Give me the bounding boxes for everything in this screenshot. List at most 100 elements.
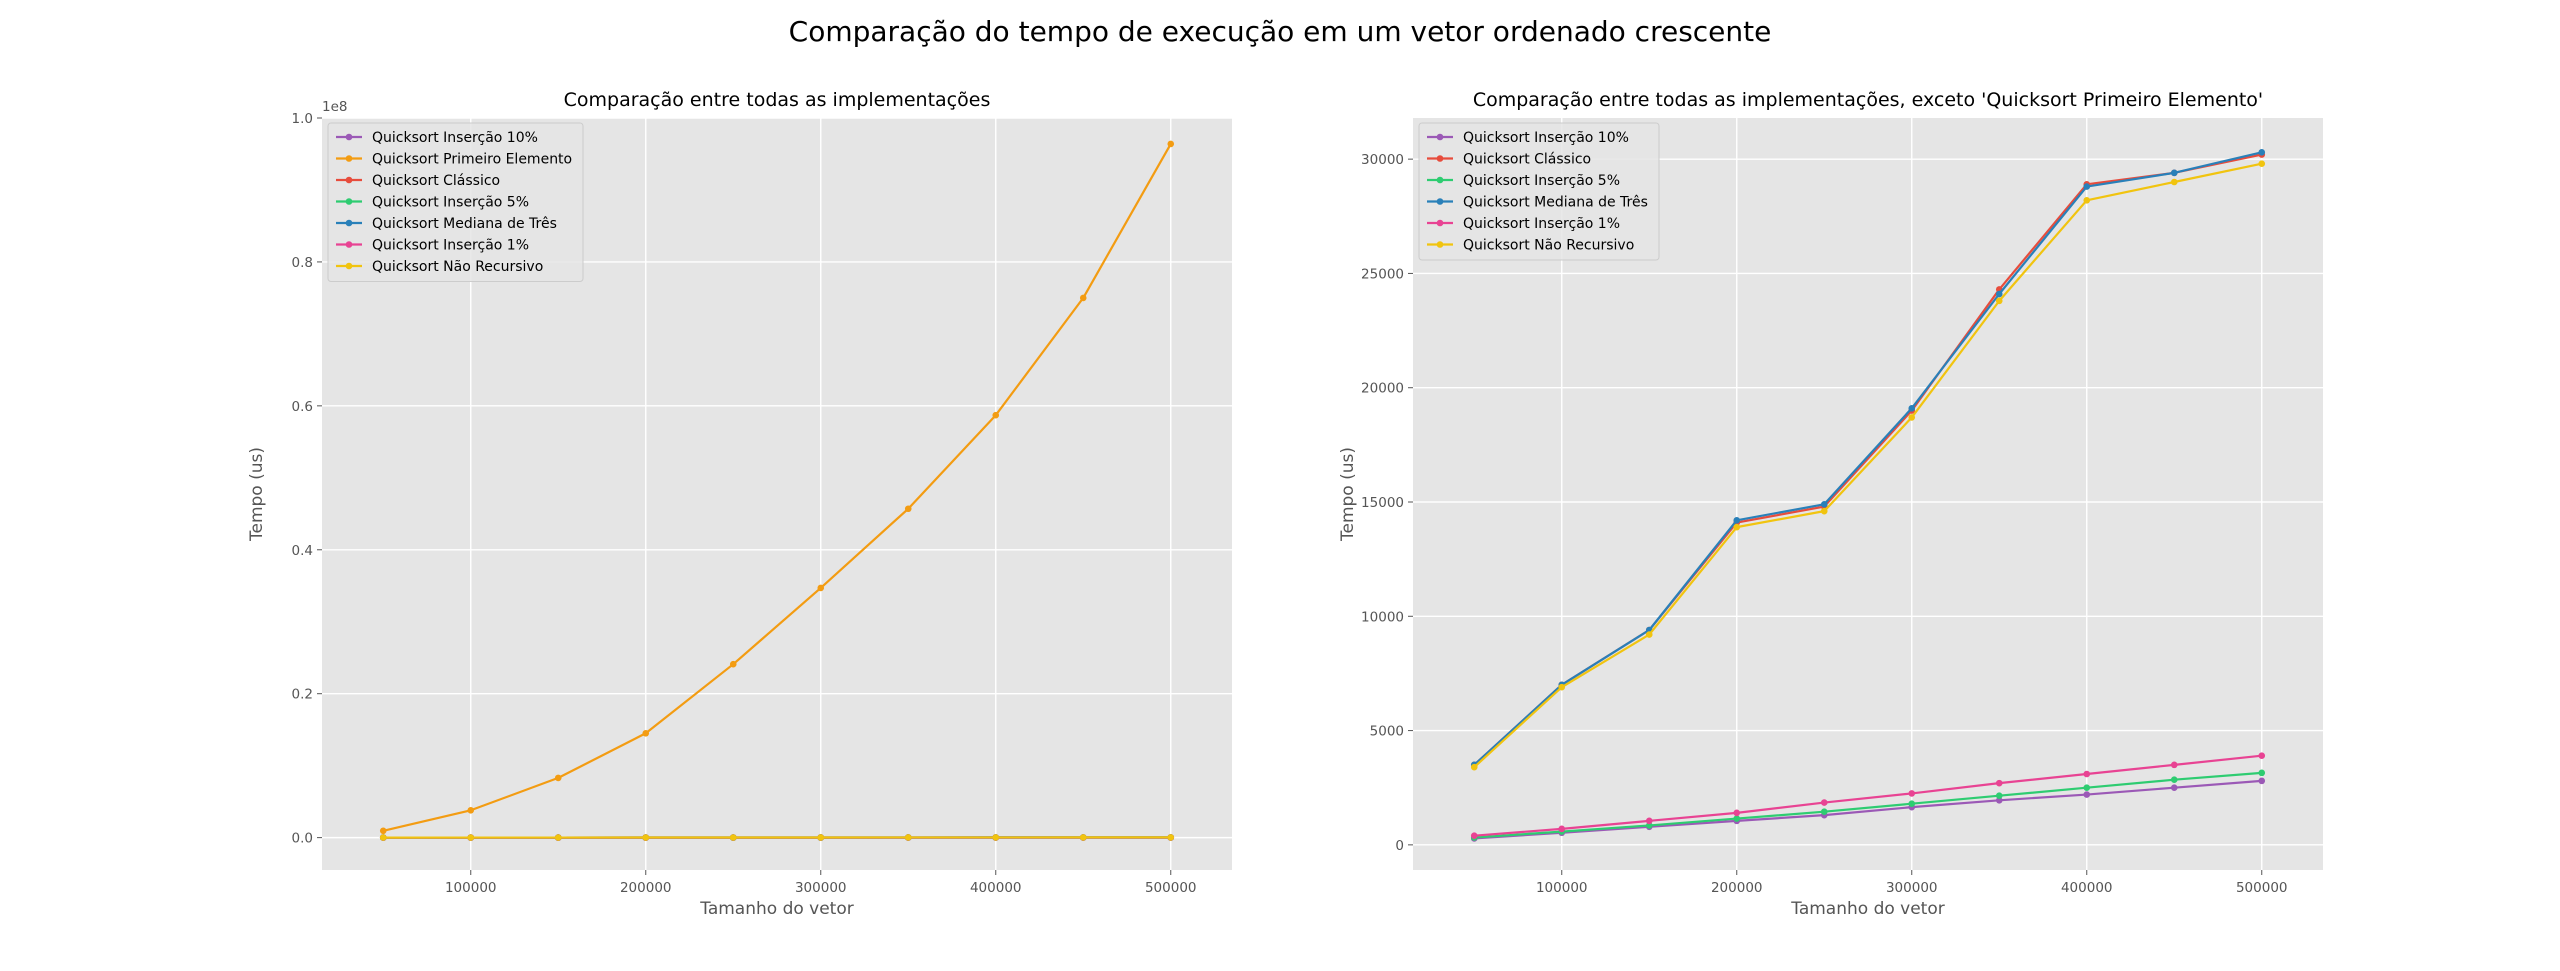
x-tick-label: 300000 xyxy=(1886,880,1938,896)
data-point-quicksort-insercao-5 xyxy=(1995,792,2003,800)
legend-label-quicksort-nao-recursivo: Quicksort Não Recursivo xyxy=(372,259,543,275)
y-tick-label: 0.6 xyxy=(292,399,313,415)
y-tick-label: 0.8 xyxy=(292,255,313,271)
data-point-quicksort-mediana-de-tres xyxy=(1995,290,2003,298)
data-point-quicksort-nao-recursivo xyxy=(1079,834,1087,841)
y-tick-label: 0.0 xyxy=(292,831,313,847)
data-point-quicksort-mediana-de-tres xyxy=(1820,500,1828,508)
data-point-quicksort-nao-recursivo xyxy=(817,834,825,841)
data-point-quicksort-insercao-1 xyxy=(1733,809,1741,817)
data-point-quicksort-nao-recursivo xyxy=(379,834,387,841)
data-point-quicksort-nao-recursivo xyxy=(1470,763,1478,771)
data-point-quicksort-nao-recursivo xyxy=(1558,683,1566,691)
data-point-quicksort-insercao-5 xyxy=(2083,784,2091,792)
data-point-quicksort-insercao-1 xyxy=(1645,817,1653,825)
legend-label-quicksort-primeiro-elemento: Quicksort Primeiro Elemento xyxy=(372,152,572,168)
data-point-quicksort-insercao-1 xyxy=(2170,761,2178,769)
data-point-quicksort-insercao-10 xyxy=(2170,784,2178,792)
legend-label-quicksort-insercao-5: Quicksort Inserção 5% xyxy=(372,195,529,211)
data-point-quicksort-insercao-5 xyxy=(1820,808,1828,816)
data-point-quicksort-insercao-10 xyxy=(2258,777,2266,785)
y-tick-label: 0.4 xyxy=(292,543,313,559)
data-point-quicksort-nao-recursivo xyxy=(729,834,737,841)
legend-label-quicksort-insercao-1: Quicksort Inserção 1% xyxy=(372,238,529,254)
legend-label-quicksort-classico: Quicksort Clássico xyxy=(372,173,500,189)
data-point-quicksort-nao-recursivo xyxy=(992,834,1000,841)
data-point-quicksort-nao-recursivo xyxy=(2170,178,2178,186)
legend-marker-quicksort-nao-recursivo xyxy=(1436,241,1444,248)
legend-marker-quicksort-insercao-1 xyxy=(1436,219,1444,227)
data-point-quicksort-nao-recursivo xyxy=(1733,523,1741,531)
data-point-quicksort-primeiro-elemento xyxy=(904,505,912,513)
legend xyxy=(1418,122,1660,261)
y-tick-label: 10000 xyxy=(1361,609,1404,625)
y-tick-label: 1.0 xyxy=(292,111,313,127)
legend-marker-quicksort-insercao-10 xyxy=(1436,133,1444,141)
legend-label-quicksort-insercao-5: Quicksort Inserção 5% xyxy=(1463,173,1620,189)
data-point-quicksort-insercao-1 xyxy=(1820,799,1828,806)
x-tick-label: 100000 xyxy=(1536,880,1588,896)
legend-marker-quicksort-mediana-de-tres xyxy=(1436,198,1444,205)
x-tick-label: 500000 xyxy=(1145,880,1197,896)
legend-marker-quicksort-mediana-de-tres xyxy=(345,219,353,227)
data-point-quicksort-insercao-10 xyxy=(1995,796,2003,804)
chart-title: Comparação entre todas as implementações… xyxy=(1473,89,2263,111)
y-tick-label: 0 xyxy=(1395,838,1404,854)
data-point-quicksort-insercao-1 xyxy=(2258,752,2266,760)
legend-label-quicksort-classico: Quicksort Clássico xyxy=(1463,152,1591,168)
legend-label-quicksort-insercao-1: Quicksort Inserção 1% xyxy=(1463,216,1620,232)
data-point-quicksort-primeiro-elemento xyxy=(379,827,387,835)
data-point-quicksort-primeiro-elemento xyxy=(554,774,562,782)
legend-marker-quicksort-classico xyxy=(345,176,353,184)
y-axis-label: Tempo (us) xyxy=(247,447,267,542)
data-point-quicksort-insercao-5 xyxy=(2170,776,2178,784)
data-point-quicksort-insercao-10 xyxy=(2083,791,2091,798)
legend-label-quicksort-insercao-10: Quicksort Inserção 10% xyxy=(1463,130,1629,146)
series-line-quicksort-mediana-de-tres xyxy=(1473,151,2263,766)
y-tick-label: 15000 xyxy=(1361,495,1404,511)
legend-marker-quicksort-classico xyxy=(1436,155,1444,162)
data-point-quicksort-mediana-de-tres xyxy=(1908,404,1916,412)
data-point-quicksort-nao-recursivo xyxy=(642,834,650,841)
figure-title: Comparação do tempo de execução em um ve… xyxy=(789,15,1772,48)
data-point-quicksort-primeiro-elemento xyxy=(1079,294,1087,302)
legend-marker-quicksort-insercao-5 xyxy=(1436,176,1444,184)
data-point-quicksort-primeiro-elemento xyxy=(729,660,737,668)
data-point-quicksort-insercao-1 xyxy=(1558,825,1566,833)
data-point-quicksort-insercao-1 xyxy=(2083,770,2091,778)
series-line-quicksort-insercao-5 xyxy=(1474,771,2262,839)
data-point-quicksort-insercao-5 xyxy=(1908,800,1916,808)
x-tick-label: 200000 xyxy=(620,880,672,896)
data-point-quicksort-nao-recursivo xyxy=(467,834,475,841)
data-point-quicksort-nao-recursivo xyxy=(2083,196,2091,204)
legend-label-quicksort-mediana-de-tres: Quicksort Mediana de Três xyxy=(372,216,557,232)
chart-without-first-element: 100000 200000 300000 400000 500000 0 5000 10000… xyxy=(1338,89,2323,919)
y-tick-label: 5000 xyxy=(1370,724,1404,740)
legend-label-quicksort-mediana-de-tres: Quicksort Mediana de Três xyxy=(1463,195,1648,211)
legend-marker-quicksort-primeiro-elemento xyxy=(345,155,353,162)
data-point-quicksort-insercao-1 xyxy=(1995,779,2003,787)
legend-marker-quicksort-nao-recursivo xyxy=(345,262,353,270)
x-tick-label: 500000 xyxy=(2236,880,2288,896)
x-tick-label: 400000 xyxy=(970,880,1022,896)
legend xyxy=(327,122,584,282)
series-line-quicksort-nao-recursivo xyxy=(1473,162,2262,768)
y-axis-label: Tempo (us) xyxy=(1338,447,1358,542)
series-line-quicksort-insercao-1 xyxy=(1474,754,2262,837)
chart-all-implementations: 100000 200000 300000 400000 500000 0.0 0.2 0.4 0… xyxy=(247,89,1232,919)
y-tick-label: 30000 xyxy=(1361,152,1404,168)
data-point-quicksort-primeiro-elemento xyxy=(817,584,825,592)
legend-label-quicksort-nao-recursivo: Quicksort Não Recursivo xyxy=(1463,238,1634,254)
x-axis-label: Tamanho do vetor xyxy=(1790,899,1945,919)
legend-marker-quicksort-insercao-5 xyxy=(345,198,353,205)
y-offset-label: 1e8 xyxy=(322,99,347,115)
data-point-quicksort-nao-recursivo xyxy=(2258,160,2266,168)
x-tick-label: 400000 xyxy=(2061,880,2113,896)
legend-marker-quicksort-insercao-10 xyxy=(345,133,353,141)
data-point-quicksort-nao-recursivo xyxy=(554,834,562,841)
data-point-quicksort-mediana-de-tres xyxy=(2170,169,2178,177)
y-tick-label: 0.2 xyxy=(292,687,313,703)
x-tick-label: 100000 xyxy=(445,880,497,896)
data-point-quicksort-mediana-de-tres xyxy=(1733,516,1741,524)
data-point-quicksort-mediana-de-tres xyxy=(2083,183,2091,190)
